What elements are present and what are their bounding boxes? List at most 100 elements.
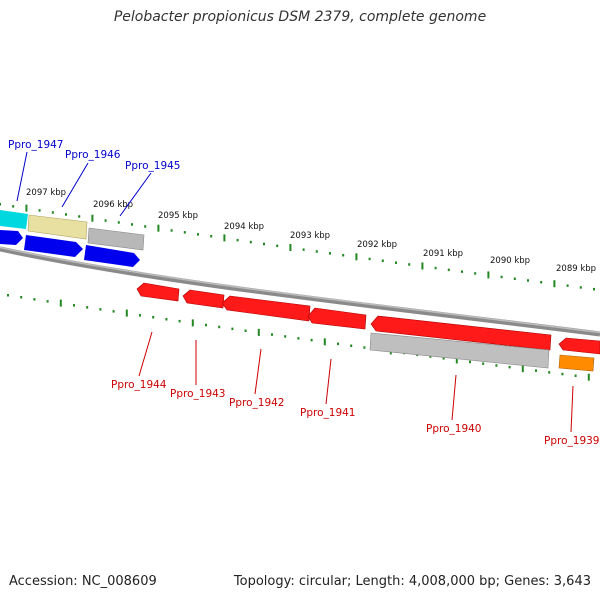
leader-ppro-1939: [570, 385, 574, 433]
minor-tick: [500, 275, 503, 279]
minor-tick: [434, 266, 437, 270]
major-tick: [257, 328, 260, 336]
minor-tick: [368, 257, 371, 261]
leader-ppro-1941: [325, 358, 332, 405]
major-tick: [487, 271, 490, 279]
minor-tick: [144, 225, 147, 228]
minor-tick: [363, 346, 366, 349]
major-tick: [553, 280, 556, 288]
minor-tick: [231, 327, 234, 331]
minor-tick: [561, 372, 564, 376]
minor-tick: [350, 344, 353, 347]
minor-tick: [508, 365, 511, 369]
minor-tick: [65, 213, 67, 216]
minor-tick: [183, 231, 186, 234]
minor-tick: [310, 338, 313, 342]
minor-tick: [178, 319, 181, 323]
minor-tick: [381, 259, 384, 262]
major-tick: [289, 244, 292, 251]
minor-tick: [276, 244, 279, 248]
minor-tick: [46, 300, 49, 303]
minor-tick: [104, 219, 107, 222]
gene-ppro-1942[interactable]: [221, 295, 311, 322]
minor-tick: [461, 270, 463, 273]
gene-forward-blue-b[interactable]: [24, 235, 83, 257]
minor-tick: [244, 329, 247, 332]
gene-ppro-1940[interactable]: [370, 315, 552, 351]
minor-tick: [342, 254, 345, 257]
minor-tick: [271, 333, 273, 336]
map-title: Pelobacter propionicus DSM 2379, complet…: [113, 9, 487, 25]
label-ppro-1942: Ppro_1942: [229, 397, 284, 409]
minor-tick: [579, 286, 582, 289]
genome-backbone-highlight: [0, 246, 600, 334]
label-ppro-1945: Ppro_1945: [125, 160, 180, 172]
topology-text: Topology: circular; Length: 4,008,000 bp…: [233, 574, 591, 589]
minor-tick: [38, 209, 41, 212]
minor-tick: [442, 357, 445, 360]
accession-text: Accession: NC_008609: [9, 574, 157, 589]
minor-tick: [170, 229, 173, 232]
gene-ppro-1943[interactable]: [182, 289, 225, 309]
minor-tick: [482, 362, 485, 365]
minor-tick: [447, 268, 450, 272]
gene-ppro-1946[interactable]: [27, 214, 88, 240]
kbp-label-2096: 2096 kbp: [93, 200, 133, 210]
minor-tick: [99, 308, 102, 311]
gene-ppro-1945[interactable]: [87, 227, 145, 251]
minor-tick: [51, 211, 54, 214]
major-tick: [421, 262, 424, 270]
minor-tick: [78, 215, 81, 218]
major-tick: [25, 204, 28, 212]
major-tick: [223, 234, 226, 242]
minor-tick: [297, 337, 300, 340]
gene-forward-blue-c[interactable]: [84, 245, 140, 267]
minor-tick: [535, 369, 537, 372]
gene-ppro-1944[interactable]: [136, 282, 180, 302]
minor-tick: [249, 240, 252, 244]
minor-tick: [205, 323, 207, 327]
minor-tick: [513, 277, 516, 280]
major-tick: [191, 319, 194, 327]
minor-tick: [236, 238, 239, 242]
minor-tick: [0, 203, 1, 206]
minor-tick: [548, 371, 551, 374]
leader-ppro-1940: [451, 374, 457, 421]
label-ppro-1940: Ppro_1940: [426, 423, 481, 435]
major-tick: [521, 365, 524, 373]
kbp-label-2091: 2091 kbp: [423, 249, 463, 259]
major-tick: [455, 356, 458, 364]
label-ppro-1946: Ppro_1946: [65, 149, 121, 161]
label-ppro-1944: Ppro_1944: [111, 379, 167, 391]
minor-tick: [263, 242, 265, 246]
gene-ppro-1941[interactable]: [307, 307, 367, 330]
minor-tick: [12, 205, 15, 208]
kbp-label-2097: 2097 kbp: [26, 188, 66, 198]
major-tick: [91, 214, 94, 222]
major-tick: [59, 299, 62, 307]
gene-forward-blue-a[interactable]: [0, 230, 23, 245]
gene-ppro-1947[interactable]: [0, 210, 28, 229]
leader-ppro-1947: [16, 151, 28, 202]
kbp-label-2094: 2094 kbp: [224, 222, 264, 232]
label-ppro-1941: Ppro_1941: [300, 407, 355, 419]
minor-tick: [197, 233, 199, 236]
leader-ppro-1945: [119, 172, 152, 217]
gene-red-right[interactable]: [558, 337, 600, 355]
leader-ppro-1942: [254, 348, 262, 395]
minor-tick: [20, 296, 23, 299]
major-tick: [125, 309, 128, 317]
minor-tick: [337, 342, 339, 346]
gene-ppro-1940-grey[interactable]: [369, 332, 550, 369]
major-tick: [355, 253, 358, 261]
minor-tick: [469, 360, 471, 364]
label-ppro-1939: Ppro_1939: [544, 435, 599, 447]
kbp-label-2089: 2089 kbp: [556, 264, 596, 274]
minor-tick: [408, 263, 411, 266]
minor-tick: [284, 335, 287, 338]
minor-tick: [574, 374, 577, 377]
minor-tick: [429, 355, 432, 358]
minor-tick: [165, 318, 168, 321]
gene-ppro-1939[interactable]: [558, 354, 595, 372]
